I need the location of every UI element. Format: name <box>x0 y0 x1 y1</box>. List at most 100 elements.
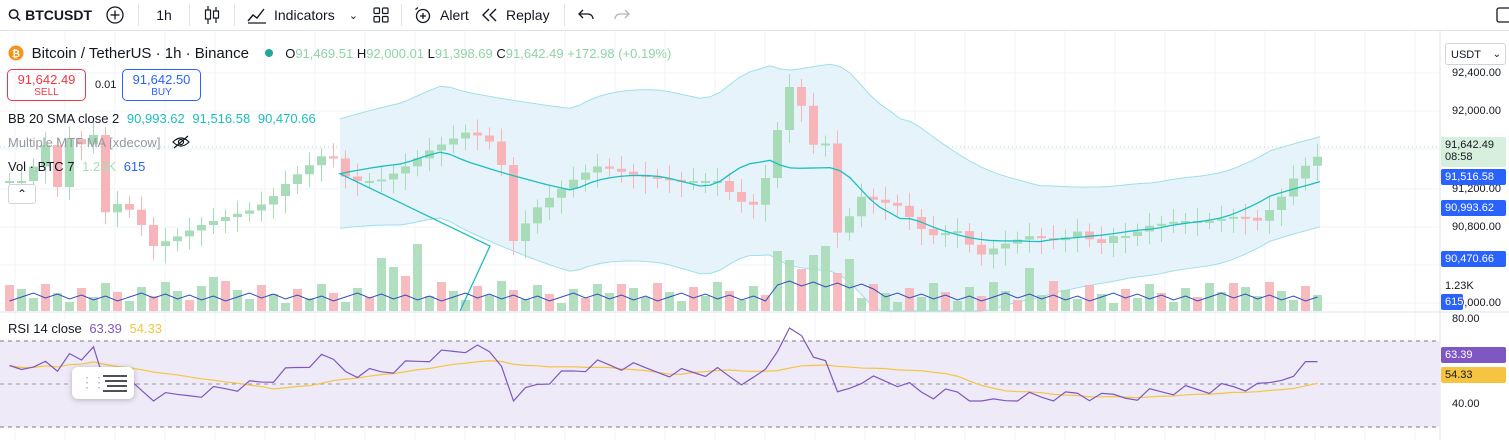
candle-body <box>173 236 182 242</box>
volume-bar <box>161 282 170 311</box>
redo-button[interactable] <box>607 0 637 30</box>
compare-button[interactable] <box>92 0 138 30</box>
interval-button[interactable]: 1h <box>139 0 189 30</box>
floating-drawing-toolbar[interactable]: ⋮⋮ <box>72 367 134 399</box>
bb-legend[interactable]: BB 20 SMA close 2 90,993.62 91,516.58 90… <box>8 111 316 126</box>
undo-button[interactable] <box>565 0 607 30</box>
candle-body <box>221 217 230 221</box>
candle-body <box>977 244 986 255</box>
volume-bar <box>125 301 134 311</box>
volume-bar <box>533 285 542 311</box>
candle-body <box>125 204 134 210</box>
candlesticks <box>5 74 1322 269</box>
candle-body <box>581 172 590 180</box>
volume-bar <box>1289 300 1298 311</box>
volume-bar <box>701 296 710 311</box>
menu-list-icon[interactable] <box>102 372 128 394</box>
candle-body <box>905 205 914 217</box>
volume-bar <box>833 273 842 311</box>
candle-body <box>1085 231 1094 240</box>
candle-body <box>749 201 758 205</box>
volume-bar <box>281 303 290 311</box>
volume-bar <box>1253 296 1262 311</box>
currency-label: USDT <box>1451 49 1481 61</box>
divider <box>234 4 235 26</box>
price-chart-canvas[interactable] <box>0 31 1509 440</box>
indicators-button[interactable]: Indicators ⌄ <box>235 0 361 30</box>
rsi-label: RSI 14 close <box>8 321 82 336</box>
rsi-ma-line <box>9 360 1318 399</box>
currency-selector[interactable]: USDT ⌄ <box>1445 43 1506 65</box>
candle-body <box>689 181 698 183</box>
candle-body <box>557 188 566 198</box>
candle-body <box>377 179 386 182</box>
eye-hidden-icon[interactable] <box>172 135 190 149</box>
candle-body <box>41 145 50 167</box>
volume-bar <box>89 297 98 311</box>
drag-handle-icon[interactable]: ⋮⋮ <box>80 374 106 390</box>
candle-body <box>797 87 806 106</box>
volume-bar <box>617 284 626 311</box>
candle-body <box>893 202 902 206</box>
volume-tag: 1.23K <box>1441 278 1506 294</box>
volume-bar <box>713 282 722 311</box>
candle-body <box>245 210 254 214</box>
symbol-search[interactable]: BTCUSDT <box>0 0 92 30</box>
volume-bar <box>869 284 878 311</box>
sell-button[interactable]: 91,642.49 SELL <box>7 69 86 101</box>
volume-bar <box>5 285 14 311</box>
candle-body <box>941 233 950 236</box>
volume-bar <box>773 251 782 311</box>
candle-body <box>137 209 146 225</box>
fullscreen-button[interactable] <box>1496 0 1509 30</box>
price-axis-label: 92,400.00 <box>1452 67 1501 79</box>
volume-legend[interactable]: Vol · BTC 7 1.23K 615 <box>8 159 145 174</box>
candle-body <box>209 221 218 225</box>
volume-bar <box>329 293 338 311</box>
alert-button[interactable]: Alert <box>402 0 482 30</box>
volume-bar <box>521 299 530 311</box>
buy-button[interactable]: 91,642.50 BUY <box>122 69 201 101</box>
candle-body <box>1157 223 1166 226</box>
mtf-legend[interactable]: Multiple MTF MA [xdecow] <box>8 135 190 150</box>
candle-body <box>1169 221 1178 224</box>
layouts-button[interactable] <box>361 0 401 30</box>
rewind-icon <box>482 8 497 22</box>
volume-bar <box>881 293 890 311</box>
candle-body <box>845 216 854 233</box>
volume-bar <box>1157 293 1166 311</box>
chart-type-button[interactable] <box>190 0 234 30</box>
volume-bar <box>845 259 854 311</box>
undo-icon <box>578 9 594 20</box>
volume-bar <box>965 287 974 311</box>
bb-lower-tag: 90,470.66 <box>1441 251 1506 267</box>
sell-price: 91,642.49 <box>17 72 76 87</box>
bitcoin-icon: ₿ <box>8 45 24 61</box>
volume-bar <box>653 283 662 311</box>
volume-bar <box>137 287 146 311</box>
bb-label: BB 20 SMA close 2 <box>8 111 120 126</box>
volume-bar <box>101 283 110 311</box>
candle-body <box>29 166 38 181</box>
volume-bar <box>1145 284 1154 311</box>
candle-body <box>1253 217 1262 221</box>
volume-bar <box>377 258 386 311</box>
replay-button[interactable]: Replay <box>482 0 564 30</box>
volume-bar <box>365 297 374 311</box>
collapse-legend-button[interactable]: ⌃ <box>8 184 36 204</box>
volume-bars <box>5 244 1322 311</box>
vol-value-a: 1.23K <box>82 159 117 174</box>
indicators-label: Indicators <box>274 7 335 23</box>
volume-bar <box>149 296 158 311</box>
low-key: L <box>427 46 435 61</box>
chart-title: Bitcoin / TetherUS · 1h · Binance <box>31 45 249 62</box>
candle-body <box>497 141 506 165</box>
candle-body <box>341 158 350 177</box>
volume-bar <box>641 297 650 311</box>
volume-bar <box>1265 282 1274 311</box>
rsi-legend[interactable]: RSI 14 close 63.39 54.33 <box>8 321 162 336</box>
bb-basis-line <box>337 151 1321 312</box>
rsi-ma-tag: 54.33 <box>1441 367 1506 383</box>
volume-bar <box>1097 294 1106 311</box>
volume-ma-tag: 615 <box>1441 294 1463 310</box>
